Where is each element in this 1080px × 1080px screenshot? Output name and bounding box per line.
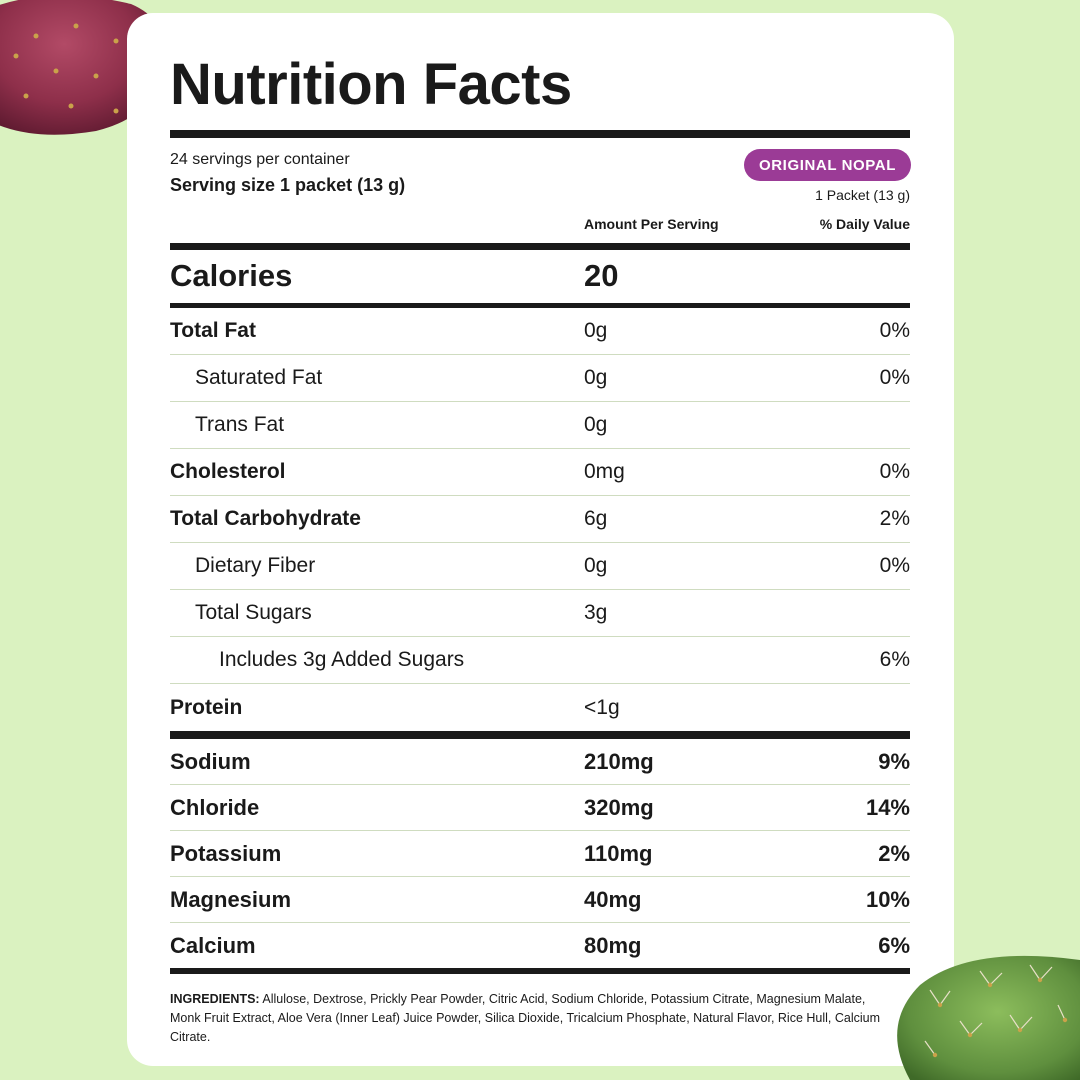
nutrient-name: Trans Fat bbox=[195, 413, 285, 436]
mineral-daily-value: 10% bbox=[865, 886, 910, 912]
ingredients-top-rule bbox=[170, 968, 910, 974]
nutrient-daily-value: 2% bbox=[879, 507, 910, 530]
nutrient-daily-value: 0% bbox=[879, 554, 910, 577]
nutrient-row-total-sugars: Total Sugars 3g bbox=[170, 590, 910, 637]
mineral-name: Sodium bbox=[170, 748, 251, 774]
ingredients-text: INGREDIENTS: Allulose, Dextrose, Prickly… bbox=[170, 990, 890, 1047]
mineral-amount: 210mg bbox=[584, 748, 654, 774]
mineral-name: Chloride bbox=[170, 794, 260, 820]
nutrient-amount: 0g bbox=[584, 413, 608, 436]
header-daily-value: % Daily Value bbox=[819, 216, 910, 232]
calories-label: Calories bbox=[170, 258, 293, 293]
mineral-row-potassium: Potassium 110mg 2% bbox=[170, 831, 910, 877]
nutrient-name: Total Sugars bbox=[195, 601, 312, 624]
column-serving-size: 1 Packet (13 g) bbox=[815, 187, 910, 203]
nutrient-name: Total Fat bbox=[170, 319, 256, 342]
mineral-amount: 320mg bbox=[584, 794, 654, 820]
mineral-daily-value: 14% bbox=[865, 794, 910, 820]
nutrient-row-trans-fat: Trans Fat 0g bbox=[170, 402, 910, 449]
label-title: Nutrition Facts bbox=[170, 52, 572, 117]
nutrient-name: Cholesterol bbox=[170, 460, 286, 483]
nutrition-label-card bbox=[127, 13, 954, 1066]
nutrient-row-dietary-fiber: Dietary Fiber 0g 0% bbox=[170, 543, 910, 590]
nutrient-row-protein: Protein <1g bbox=[170, 684, 910, 731]
nutrient-amount: 0g bbox=[584, 366, 608, 389]
mineral-row-calcium: Calcium 80mg 6% bbox=[170, 923, 910, 969]
mineral-amount: 40mg bbox=[584, 886, 642, 912]
calories-value: 20 bbox=[584, 258, 619, 293]
mineral-daily-value: 9% bbox=[878, 748, 910, 774]
mineral-amount: 110mg bbox=[584, 840, 653, 866]
nutrient-name: Protein bbox=[170, 695, 243, 719]
nutrient-amount: 3g bbox=[584, 601, 608, 624]
ingredients-heading: INGREDIENTS: bbox=[170, 992, 260, 1006]
servings-per-container: 24 servings per container bbox=[170, 151, 350, 168]
nutrient-daily-value: 0% bbox=[879, 460, 910, 483]
mineral-row-sodium: Sodium 210mg 9% bbox=[170, 739, 910, 785]
nutrient-amount: 0g bbox=[584, 554, 608, 577]
nutrient-row-added-sugars: Includes 3g Added Sugars 6% bbox=[170, 637, 910, 684]
nutrient-daily-value: 6% bbox=[879, 648, 910, 671]
nutrient-name: Saturated Fat bbox=[195, 366, 323, 389]
mineral-name: Magnesium bbox=[170, 886, 292, 912]
serving-size: Serving size 1 packet (13 g) bbox=[170, 175, 406, 195]
nutrient-amount: <1g bbox=[584, 695, 620, 719]
nutrient-name: Total Carbohydrate bbox=[170, 507, 361, 530]
nutrient-row-total-carbohydrate: Total Carbohydrate 6g 2% bbox=[170, 496, 910, 543]
mineral-row-chloride: Chloride 320mg 14% bbox=[170, 785, 910, 831]
nutrient-daily-value: 0% bbox=[879, 319, 910, 342]
nutrient-amount: 6g bbox=[584, 507, 608, 530]
top-rule bbox=[170, 130, 910, 138]
mineral-row-magnesium: Magnesium 40mg 10% bbox=[170, 877, 910, 923]
minerals-top-rule bbox=[170, 731, 910, 739]
nutrient-name: Includes 3g Added Sugars bbox=[219, 648, 465, 671]
header-amount-per-serving: Amount Per Serving bbox=[584, 216, 719, 232]
mineral-amount: 80mg bbox=[584, 933, 642, 958]
nutrient-row-saturated-fat: Saturated Fat 0g 0% bbox=[170, 355, 910, 402]
cactus-pad-icon bbox=[897, 955, 1080, 1080]
flavor-badge: ORIGINAL NOPAL bbox=[744, 149, 911, 181]
calories-bottom-rule bbox=[170, 303, 910, 308]
nutrient-row-cholesterol: Cholesterol 0mg 0% bbox=[170, 449, 910, 496]
nutrient-row-total-fat: Total Fat 0g 0% bbox=[170, 308, 910, 355]
calories-top-rule bbox=[170, 243, 910, 250]
nutrient-amount: 0mg bbox=[584, 460, 625, 483]
mineral-name: Potassium bbox=[170, 840, 282, 866]
nutrient-daily-value: 0% bbox=[879, 366, 910, 389]
mineral-name: Calcium bbox=[170, 933, 256, 958]
nutrient-name: Dietary Fiber bbox=[195, 554, 316, 577]
mineral-daily-value: 6% bbox=[878, 933, 910, 958]
nutrient-amount: 0g bbox=[584, 319, 608, 342]
mineral-daily-value: 2% bbox=[878, 840, 910, 866]
ingredients-list: Allulose, Dextrose, Prickly Pear Powder,… bbox=[170, 992, 881, 1044]
